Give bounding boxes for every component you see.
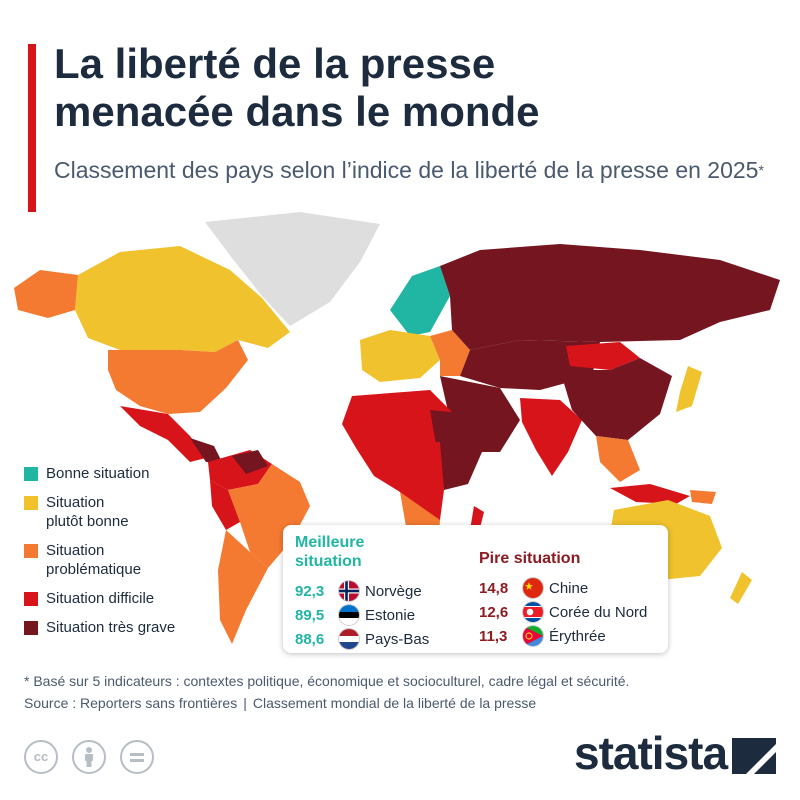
source-line: Source : Reporters sans frontières | Class… [24, 692, 784, 714]
map-papua [690, 490, 716, 504]
footnote-text: * Basé sur 5 indicateurs : contextes pol… [24, 673, 630, 689]
no-derivatives-icon[interactable] [120, 740, 154, 774]
legend-swatch-problematic [24, 544, 38, 558]
worst-row-north-korea: 12,6 Corée du Nord [479, 600, 659, 624]
best-score-norway: 92,3 [295, 582, 325, 600]
best-country-netherlands: Pays-Bas [365, 630, 430, 648]
source-separator: | [243, 695, 247, 711]
map-legend: Bonne situation Situation plutôt bonne S… [24, 464, 264, 647]
source-label: Source : Reporters sans frontières [24, 695, 238, 711]
map-indonesia [610, 484, 690, 504]
title-line-1: La liberté de la presse [54, 40, 496, 87]
worst-row-eritrea: 11,3 Érythrée [479, 624, 659, 648]
norway-flag-icon [339, 581, 359, 601]
map-mexico [120, 406, 206, 462]
legend-label-good: Bonne situation [46, 465, 150, 482]
map-western-europe [360, 330, 440, 382]
map-eastern-europe [430, 330, 470, 376]
best-score-estonia: 89,5 [295, 606, 325, 624]
map-canada [75, 246, 290, 352]
legend-item-difficult: Situation difficile [24, 589, 264, 608]
map-mongolia [566, 342, 640, 370]
legend-swatch-good [24, 467, 38, 481]
legend-label-problematic: Situation problématique [46, 542, 142, 578]
map-india [520, 398, 582, 476]
statista-logo-icon [732, 738, 776, 774]
map-japan [676, 366, 702, 412]
estonia-flag-icon [339, 605, 359, 625]
legend-label-very-serious: Situation très grave [46, 619, 176, 636]
legend-swatch-very-serious [24, 621, 38, 635]
map-russia [440, 244, 780, 350]
map-east-africa [430, 410, 482, 490]
worst-score-china: 14,8 [479, 579, 509, 597]
footnote-block: * Basé sur 5 indicateurs : contextes pol… [24, 670, 784, 714]
map-alaska [14, 270, 78, 318]
best-country-norway: Norvège [365, 582, 422, 600]
map-peru-bolivia [210, 480, 240, 530]
worst-country-china: Chine [549, 579, 589, 597]
worst-row-china: 14,8 Chine [479, 576, 659, 600]
map-venezuela [232, 450, 268, 474]
worst-country-north-korea: Corée du Nord [549, 603, 648, 621]
legend-label-fairly-good: Situation plutôt bonne [46, 494, 129, 530]
creative-commons-icon[interactable]: cc [24, 740, 58, 774]
title-accent-bar [28, 44, 36, 212]
best-country-estonia: Estonie [365, 606, 416, 624]
legend-item-good: Bonne situation [24, 464, 264, 483]
worst-country-eritrea: Érythrée [549, 627, 606, 645]
legend-item-problematic: Situation problématique [24, 541, 264, 579]
best-situation-title: Meilleure situation [295, 534, 365, 570]
subtitle-text: Classement des pays selon l’indice de la… [54, 157, 759, 183]
legend-item-fairly-good: Situation plutôt bonne [24, 493, 264, 531]
page-title: La liberté de la presse menacée dans le … [54, 40, 774, 136]
eritrea-flag-icon [523, 626, 543, 646]
map-chile-argentina [218, 530, 268, 644]
netherlands-flag-icon [339, 629, 359, 649]
worst-situation-title: Pire situation [479, 550, 581, 567]
north-korea-flag-icon [523, 602, 543, 622]
map-central-africa [356, 442, 444, 520]
legend-swatch-fairly-good [24, 496, 38, 510]
legend-swatch-difficult [24, 592, 38, 606]
subtitle-asterisk: * [758, 162, 764, 178]
worst-situation-column: Pire situation 14,8 Chine 12,6 Corée du … [479, 549, 659, 648]
china-flag-icon [523, 578, 543, 598]
legend-label-difficult: Situation difficile [46, 590, 155, 607]
map-greenland [205, 212, 380, 326]
statista-logo-text[interactable]: statista [574, 727, 728, 779]
map-central-america [190, 438, 222, 462]
attribution-icon[interactable] [72, 740, 106, 774]
best-score-netherlands: 88,6 [295, 630, 325, 648]
map-north-africa [342, 390, 452, 450]
subtitle: Classement des pays selon l’indice de la… [54, 155, 784, 185]
map-china [560, 358, 672, 440]
best-situation-column: Meilleure situation 92,3 Norvège 89,5 Es… [295, 533, 475, 651]
source-detail: Classement mondial de la liberté de la p… [252, 695, 537, 711]
best-row-norway: 92,3 Norvège [295, 579, 475, 603]
title-line-2: menacée dans le monde [54, 88, 540, 135]
best-row-estonia: 89,5 Estonie [295, 603, 475, 627]
map-new-zealand [730, 572, 752, 604]
worst-score-north-korea: 12,6 [479, 603, 509, 621]
map-scandinavia [390, 266, 450, 336]
best-row-netherlands: 88,6 Pays-Bas [295, 627, 475, 651]
legend-item-very-serious: Situation très grave [24, 618, 264, 637]
map-usa [108, 340, 248, 414]
map-southeast-asia [596, 436, 640, 482]
ranking-infobox: Meilleure situation 92,3 Norvège 89,5 Es… [283, 525, 668, 653]
worst-score-eritrea: 11,3 [479, 627, 508, 645]
